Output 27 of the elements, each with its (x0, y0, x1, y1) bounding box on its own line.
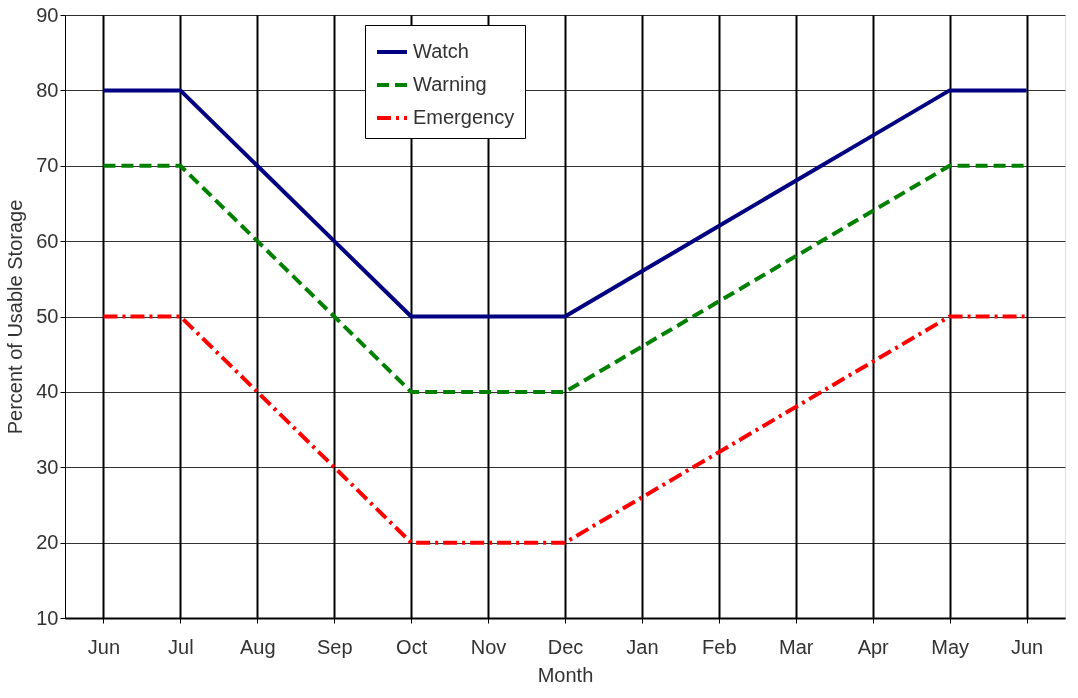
y-axis-title: Percent of Usable Storage (4, 199, 27, 435)
x-tick-label: Feb (702, 635, 737, 658)
y-tick-label: 60 (36, 229, 59, 252)
x-tick-label: Sep (316, 635, 353, 658)
y-tick-label: 30 (36, 455, 59, 478)
legend-label: Warning (413, 73, 487, 95)
y-tick-label: 70 (36, 154, 59, 177)
y-tick-label: 90 (36, 3, 59, 26)
y-tick-label: 40 (36, 380, 59, 403)
x-tick-label: Jan (626, 635, 659, 658)
x-tick-label: Jul (168, 635, 194, 658)
x-axis-title: Month (537, 663, 594, 686)
x-tick-label: May (931, 635, 970, 658)
x-tick-label: Dec (547, 635, 584, 658)
x-tick-label: Aug (240, 635, 276, 658)
legend-label: Watch (413, 40, 469, 62)
x-tick-label: Jun (87, 635, 121, 658)
y-tick-label: 10 (36, 606, 59, 629)
x-tick-label: Oct (396, 635, 428, 658)
y-tick-label: 20 (36, 531, 59, 554)
x-tick-label: Apr (857, 635, 890, 658)
y-tick-label: 50 (36, 305, 59, 327)
legend-label: Emergency (413, 106, 515, 128)
y-tick-label: 80 (36, 78, 59, 101)
x-tick-label: Nov (470, 635, 507, 658)
x-tick-label: Jun (1010, 635, 1044, 658)
x-tick-label: Mar (779, 635, 814, 658)
